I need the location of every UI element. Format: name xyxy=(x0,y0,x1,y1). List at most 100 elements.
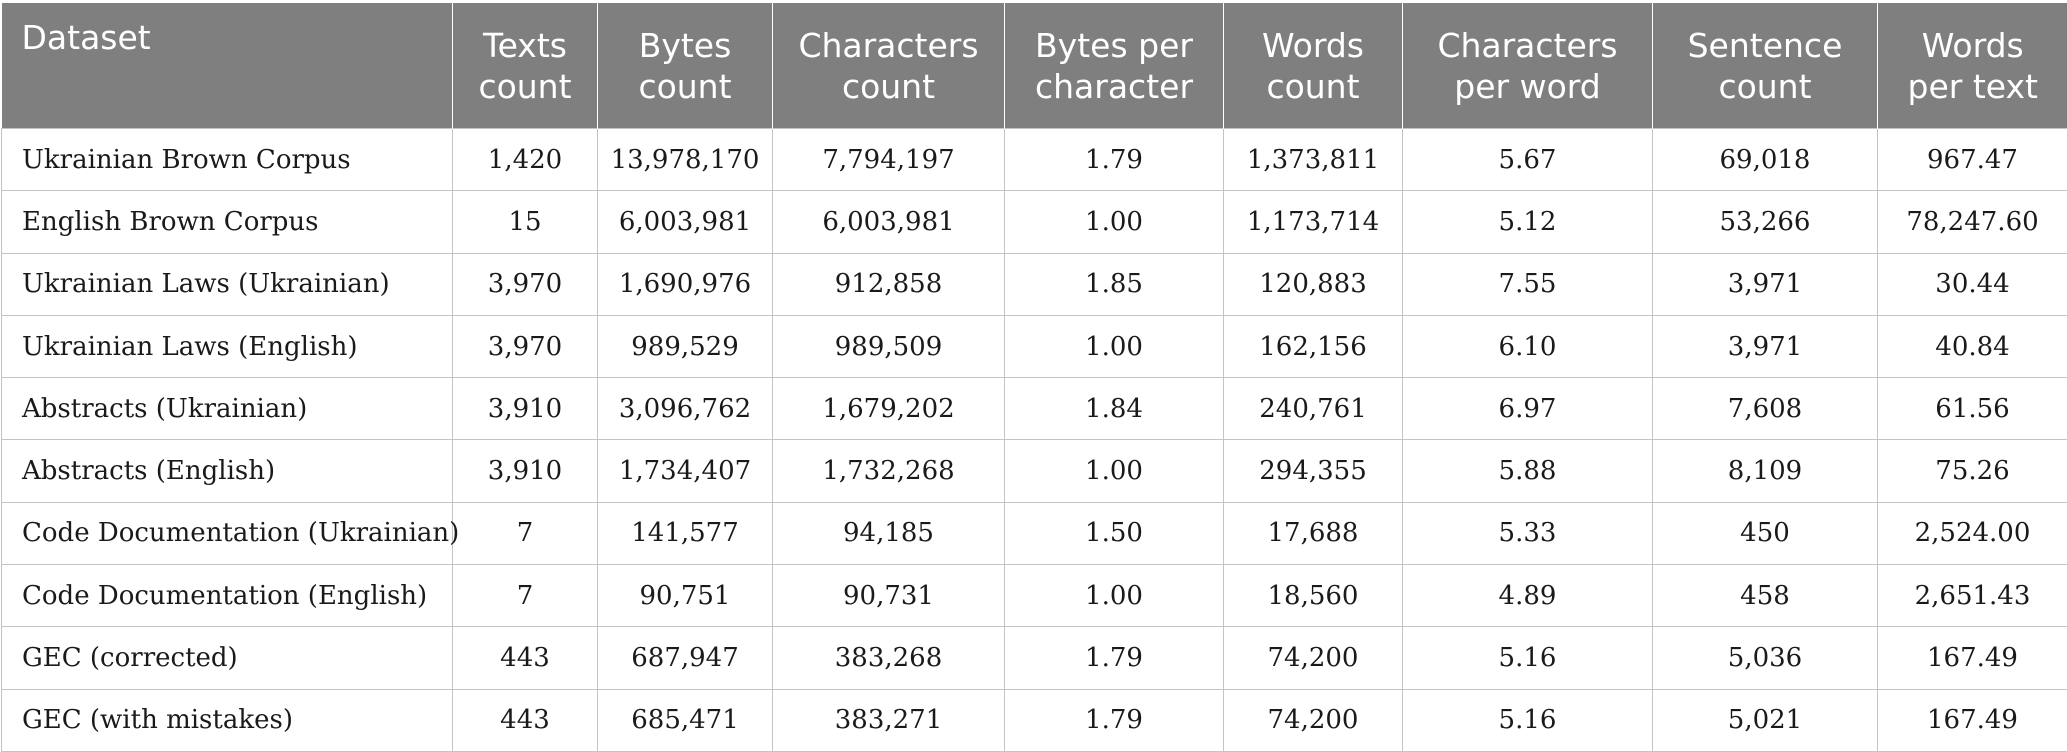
table-cell: 912,858 xyxy=(773,253,1005,315)
column-header-line: count xyxy=(842,67,935,106)
table-cell: 989,529 xyxy=(598,315,773,377)
table-cell: 5.12 xyxy=(1403,191,1653,253)
table-cell: 17,688 xyxy=(1224,502,1403,564)
table-cell: 383,271 xyxy=(773,689,1005,751)
table-cell: 383,268 xyxy=(773,627,1005,689)
table-cell: 458 xyxy=(1653,565,1878,627)
table-cell: 1.50 xyxy=(1005,502,1224,564)
table-cell: 1,173,714 xyxy=(1224,191,1403,253)
dataset-name-cell: Ukrainian Laws (English) xyxy=(2,315,453,377)
table-cell: 5.67 xyxy=(1403,129,1653,191)
column-header-line: count xyxy=(478,67,571,106)
table-cell: 5,036 xyxy=(1653,627,1878,689)
table-cell: 6,003,981 xyxy=(773,191,1005,253)
dataset-name-cell: GEC (with mistakes) xyxy=(2,689,453,751)
column-header-line: Dataset xyxy=(22,18,151,57)
table-cell: 1.00 xyxy=(1005,440,1224,502)
table-cell: 7,608 xyxy=(1653,378,1878,440)
table-cell: 94,185 xyxy=(773,502,1005,564)
dataset-name-cell: GEC (corrected) xyxy=(2,627,453,689)
table-cell: 989,509 xyxy=(773,315,1005,377)
table-cell: 167.49 xyxy=(1878,627,2067,689)
column-header-line: count xyxy=(1718,67,1811,106)
column-header-line: Words xyxy=(1922,26,2024,65)
table-cell: 53,266 xyxy=(1653,191,1878,253)
table-cell: 1.79 xyxy=(1005,129,1224,191)
table-cell: 7.55 xyxy=(1403,253,1653,315)
table-cell: 1.00 xyxy=(1005,315,1224,377)
table-cell: 2,524.00 xyxy=(1878,502,2067,564)
table-cell: 1.79 xyxy=(1005,627,1224,689)
table-cell: 162,156 xyxy=(1224,315,1403,377)
table-cell: 2,651.43 xyxy=(1878,565,2067,627)
dataset-name-cell: Ukrainian Brown Corpus xyxy=(2,129,453,191)
table-cell: 78,247.60 xyxy=(1878,191,2067,253)
column-header-line: per text xyxy=(1908,67,2038,106)
table-cell: 6,003,981 xyxy=(598,191,773,253)
table-cell: 1,732,268 xyxy=(773,440,1005,502)
column-header-line: Bytes xyxy=(639,26,732,65)
table-cell: 120,883 xyxy=(1224,253,1403,315)
table-cell: 167.49 xyxy=(1878,689,2067,751)
table-cell: 1.79 xyxy=(1005,689,1224,751)
table-cell: 5,021 xyxy=(1653,689,1878,751)
dataset-name-cell: Code Documentation (Ukrainian) xyxy=(2,502,453,564)
dataset-name-cell: Abstracts (Ukrainian) xyxy=(2,378,453,440)
table-cell: 1,734,407 xyxy=(598,440,773,502)
table-cell: 30.44 xyxy=(1878,253,2067,315)
column-header-line: Characters xyxy=(798,26,978,65)
column-header-line: character xyxy=(1035,67,1193,106)
table-cell: 3,970 xyxy=(453,253,598,315)
table-cell: 5.16 xyxy=(1403,689,1653,751)
table-cell: 3,910 xyxy=(453,378,598,440)
table-cell: 141,577 xyxy=(598,502,773,564)
table-cell: 450 xyxy=(1653,502,1878,564)
table-cell: 69,018 xyxy=(1653,129,1878,191)
table-cell: 40.84 xyxy=(1878,315,2067,377)
column-header-line: Texts xyxy=(483,26,567,65)
table-cell: 7 xyxy=(453,502,598,564)
table-cell: 13,978,170 xyxy=(598,129,773,191)
table-cell: 687,947 xyxy=(598,627,773,689)
table-cell: 75.26 xyxy=(1878,440,2067,502)
column-header-line: Bytes per xyxy=(1035,26,1193,65)
table-cell: 3,970 xyxy=(453,315,598,377)
table-cell: 18,560 xyxy=(1224,565,1403,627)
table-cell: 4.89 xyxy=(1403,565,1653,627)
table-cell: 1,690,976 xyxy=(598,253,773,315)
column-header-line: count xyxy=(638,67,731,106)
table-cell: 294,355 xyxy=(1224,440,1403,502)
table-cell: 74,200 xyxy=(1224,689,1403,751)
table-cell: 3,096,762 xyxy=(598,378,773,440)
table-cell: 5.88 xyxy=(1403,440,1653,502)
table-cell: 7 xyxy=(453,565,598,627)
column-header: Dataset xyxy=(2,3,453,129)
dataset-name-cell: Code Documentation (English) xyxy=(2,565,453,627)
table-cell: 61.56 xyxy=(1878,378,2067,440)
column-header-line: per word xyxy=(1454,67,1600,106)
table-cell: 1.84 xyxy=(1005,378,1224,440)
dataset-name-cell: Ukrainian Laws (Ukrainian) xyxy=(2,253,453,315)
table-cell: 90,731 xyxy=(773,565,1005,627)
column-header-line: Sentence xyxy=(1688,26,1843,65)
table-cell: 6.97 xyxy=(1403,378,1653,440)
table-cell: 8,109 xyxy=(1653,440,1878,502)
